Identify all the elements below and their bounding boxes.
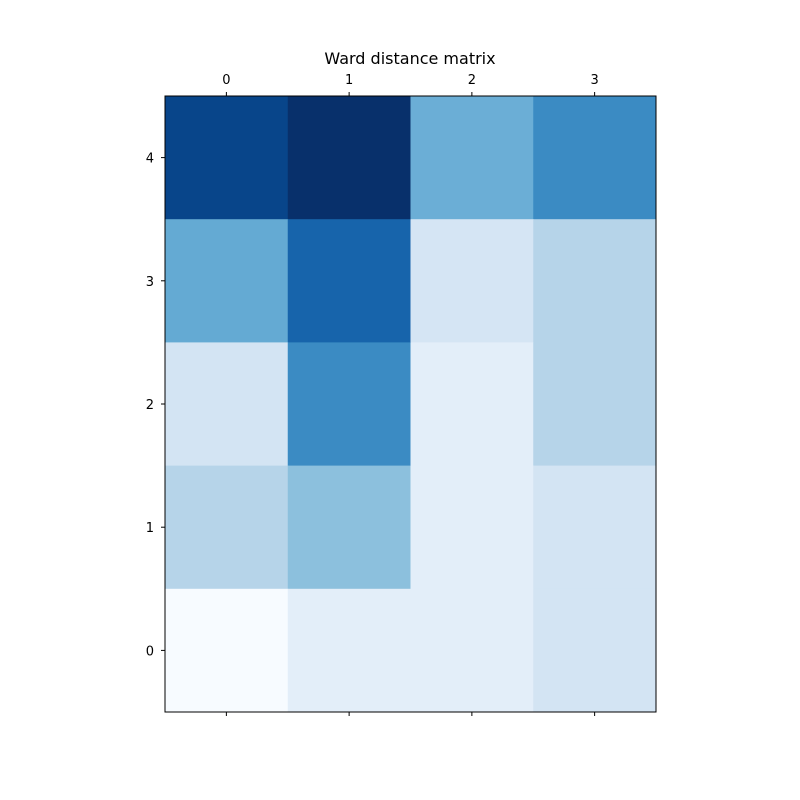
heatmap-cells [165, 96, 657, 713]
heatmap-cell-3-1 [287, 219, 411, 343]
heatmap-cell-0-0 [165, 588, 289, 713]
heatmap-cell-0-3 [533, 588, 657, 713]
heatmap-cell-2-1 [287, 342, 411, 467]
heatmap-cell-3-0 [165, 219, 289, 343]
x-tick-label-0: 0 [222, 73, 230, 88]
x-tick-label-2: 2 [468, 73, 476, 88]
heatmap-cell-1-0 [165, 465, 289, 590]
heatmap-cell-1-2 [410, 465, 534, 590]
heatmap-cell-1-1 [287, 465, 411, 590]
y-tick-label-2: 2 [146, 398, 154, 413]
y-tick-label-0: 0 [146, 644, 154, 659]
y-tick-label-3: 3 [146, 275, 154, 290]
y-tick-label-4: 4 [146, 152, 154, 167]
heatmap-cell-1-3 [533, 465, 657, 590]
heatmap-cell-3-3 [533, 219, 657, 343]
axes: 0 1 2 3 4 3 2 1 0 [146, 73, 599, 716]
chart-title: Ward distance matrix [324, 49, 495, 68]
heatmap-cell-4-1 [287, 96, 411, 220]
heatmap-cell-2-2 [410, 342, 534, 467]
y-tick-label-1: 1 [146, 521, 154, 536]
heatmap-cell-0-2 [410, 588, 534, 713]
heatmap-cell-4-3 [533, 96, 657, 220]
heatmap-cell-4-2 [410, 96, 534, 220]
x-tick-label-1: 1 [345, 73, 353, 88]
heatmap-cell-2-3 [533, 342, 657, 467]
x-tick-label-3: 3 [590, 73, 598, 88]
heatmap-cell-4-0 [165, 96, 289, 220]
heatmap-cell-0-1 [287, 588, 411, 713]
heatmap-cell-2-0 [165, 342, 289, 467]
heatmap-cell-3-2 [410, 219, 534, 343]
